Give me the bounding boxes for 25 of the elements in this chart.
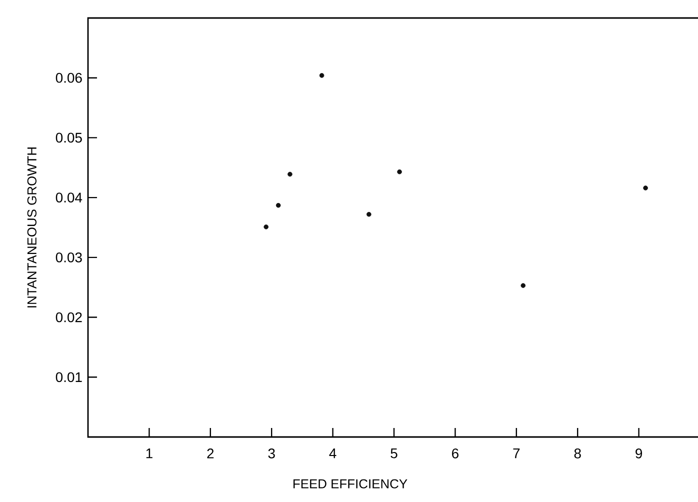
x-tick-label: 8 — [574, 448, 581, 458]
x-tick-label: 1 — [146, 448, 152, 458]
x-tick-label: 9 — [636, 448, 642, 458]
point — [264, 224, 268, 230]
x-axis-title: FEED EFFICIENCY — [294, 479, 408, 488]
x-tick-label: 5 — [390, 448, 398, 458]
y-tick-label: 0.04 — [56, 192, 82, 203]
point — [366, 212, 372, 217]
y-tick-label: 0.05 — [56, 132, 82, 143]
point — [397, 169, 402, 174]
point — [288, 172, 292, 177]
point — [276, 202, 281, 208]
y-tick-label: 0.03 — [56, 252, 82, 262]
point — [319, 73, 324, 78]
x-tick-label: 4 — [329, 448, 336, 458]
y-tick-label: 0.02 — [56, 312, 82, 322]
x-tick-label: 2 — [207, 448, 214, 458]
point — [520, 283, 526, 288]
x-tick-label: 3 — [268, 448, 275, 458]
y-tick-label: 0.01 — [56, 372, 82, 382]
x-tick-label: 7 — [513, 448, 520, 458]
y-tick-label: 0.06 — [56, 72, 82, 83]
x-tick-label: 6 — [452, 448, 458, 458]
y-axis-title: INTANTANEOUS GROWTH — [27, 147, 36, 308]
point — [643, 186, 648, 190]
